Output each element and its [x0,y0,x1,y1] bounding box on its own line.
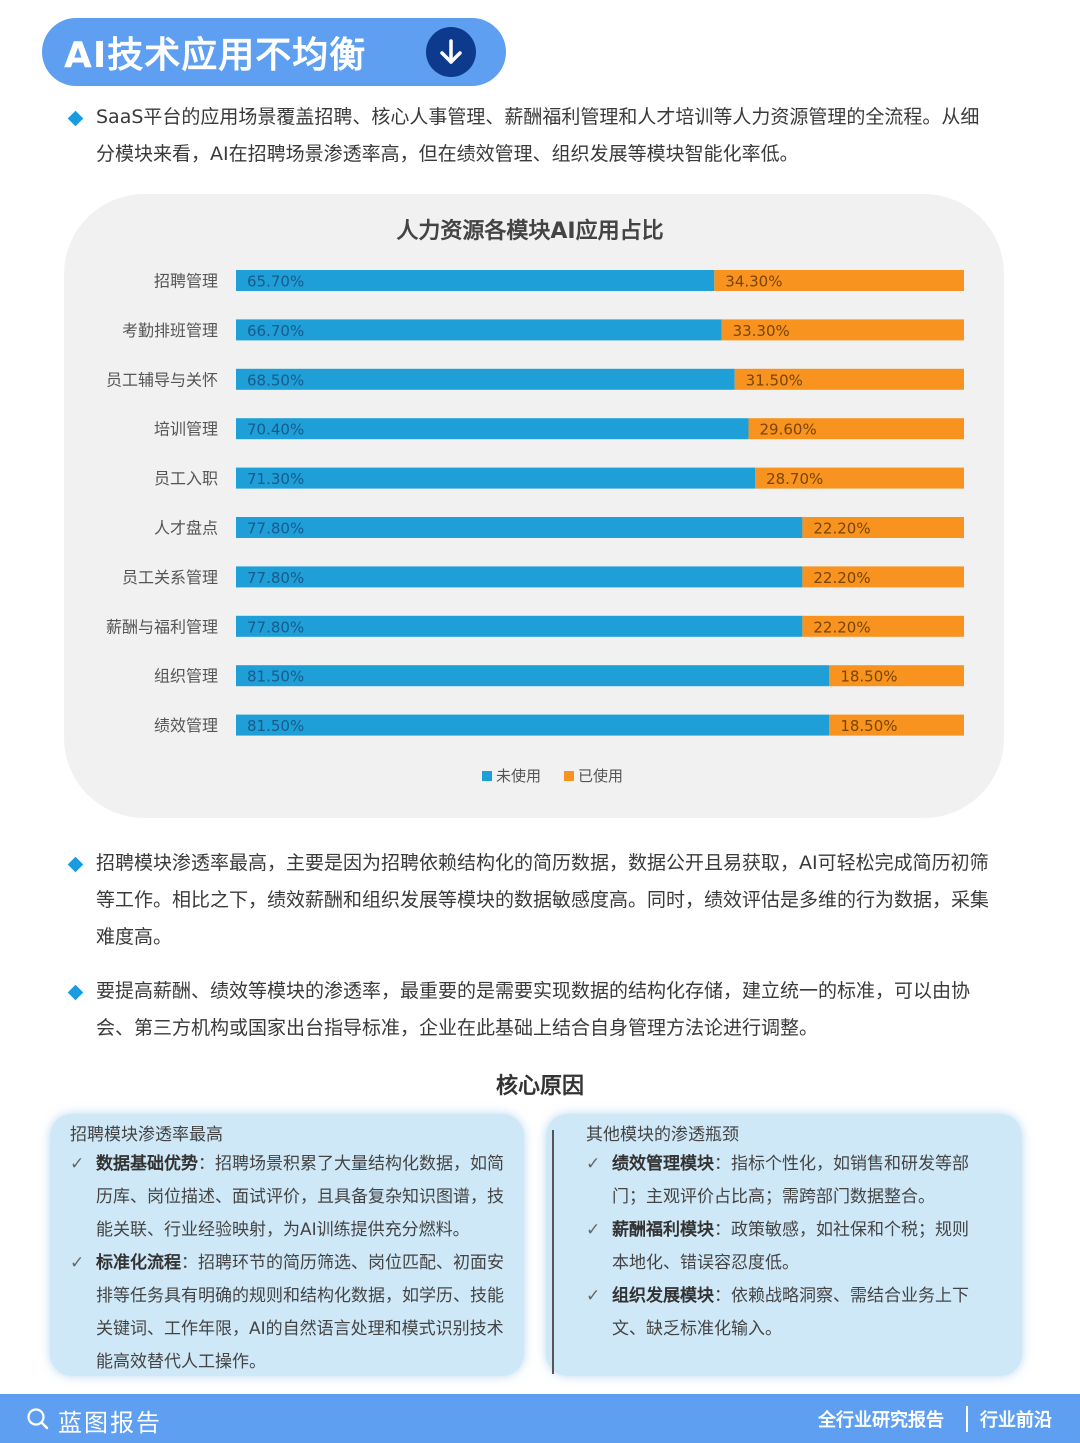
data-label: 18.50% [840,717,897,735]
reason-box-recruit: 招聘模块渗透率最高 ✓ 数据基础优势：招聘场景积累了大量结构化数据，如简历库、岗… [50,1114,524,1376]
data-label: 66.70% [247,322,304,340]
category-label: 招聘管理 [154,272,218,291]
reason-item: ✓ 数据基础优势：招聘场景积累了大量结构化数据，如简历库、岗位描述、面试评价，且… [70,1148,510,1247]
bar-segment-used [721,319,964,341]
data-label: 22.20% [813,520,870,538]
bar-segment-used [802,566,964,588]
data-label: 18.50% [840,668,897,686]
chart-title: 人力资源各模块AI应用占比 [396,218,663,244]
data-label: 77.80% [247,520,304,538]
data-label: 77.80% [247,618,304,636]
legend-label: 已使用 [578,767,623,785]
bar-segment-unused [236,270,715,291]
brand-name[interactable]: 蓝图报告 [58,1409,162,1437]
category-label: 考勤排班管理 [122,321,218,340]
check-icon: ✓ [586,1286,601,1306]
bar-segment-unused [236,368,735,390]
category-label: 员工辅导与关怀 [106,370,218,389]
reason-item: ✓ 绩效管理模块：指标个性化，如销售和研发等部门；主观评价占比高；需跨部门数据整… [586,1148,976,1214]
bar-segment-used [714,270,964,291]
intro-paragraph: SaaS平台的应用场景覆盖招聘、核心人事管理、薪酬福利管理和人才培训等人力资源管… [67,99,990,173]
category-label: 绩效管理 [154,716,218,735]
data-label: 28.70% [766,470,823,488]
bar-segment-unused [236,418,749,440]
data-label: 77.80% [247,569,304,587]
scroll-down-button[interactable] [426,27,476,77]
page-title: AI技术应用不均衡 [64,35,367,76]
bar-segment-used [829,714,964,736]
core-reasons-title: 核心原因 [495,1074,584,1099]
check-icon: ✓ [586,1220,601,1240]
diamond-bullet-icon [67,984,84,1001]
bar-segment-used [802,615,964,637]
footer-bar: 蓝图报告 全行业研究报告 行业前沿 [0,1394,1080,1443]
chart-card: 人力资源各模块AI应用占比招聘管理 65.70% 34.30% 考勤排班管理 66.70… [64,194,1004,818]
reason-box-other: 其他模块的渗透瓶颈 ✓ 绩效管理模块：指标个性化，如销售和研发等部门；主观评价占… [546,1114,1022,1376]
bar-segment-used [748,418,964,440]
legend-swatch [564,771,574,781]
footer-tag-research[interactable]: 全行业研究报告 [818,1410,944,1431]
data-label: 22.20% [813,618,870,636]
data-label: 65.70% [247,273,304,291]
data-label: 71.30% [247,470,304,488]
bar-segment-unused [236,714,830,736]
title-banner: AI技术应用不均衡 [42,18,506,86]
data-label: 70.40% [247,421,304,439]
bar-segment-used [734,368,964,390]
category-label: 员工入职 [154,469,218,488]
reason-item: ✓ 标准化流程：招聘环节的简历筛选、岗位匹配、初面安排等任务具有明确的规则和结构… [70,1247,510,1379]
legend-label: 未使用 [496,767,541,785]
category-label: 薪酬与福利管理 [106,617,218,636]
data-label: 81.50% [247,668,304,686]
arrow-down-icon [440,39,462,64]
data-label: 68.50% [247,371,304,389]
bar-segment-unused [236,665,830,687]
search-icon[interactable] [26,1407,50,1431]
reason-box-heading: 招聘模块渗透率最高 [70,1125,223,1145]
data-label: 31.50% [746,371,803,389]
legend-swatch [482,771,492,781]
footer-tag-frontier[interactable]: 行业前沿 [980,1410,1052,1431]
check-icon: ✓ [586,1154,601,1174]
check-icon: ✓ [70,1253,85,1273]
data-label: 34.30% [725,273,782,291]
bar-segment-unused [236,467,756,489]
bar-segment-unused [236,517,803,538]
paragraph-recruit: 招聘模块渗透率最高，主要是因为招聘依赖结构化的简历数据，数据公开且易获取，AI可… [67,845,990,956]
data-label: 22.20% [813,569,870,587]
data-label: 81.50% [247,717,304,735]
category-label: 组织管理 [154,667,218,686]
bar-segment-used [829,665,964,687]
paragraph-improve: 要提高薪酬、绩效等模块的渗透率，最重要的是需要实现数据的结构化存储，建立统一的标… [67,973,990,1047]
reason-item: ✓ 薪酬福利模块：政策敏感，如社保和个税；规则本地化、错误容忍度低。 [586,1214,976,1280]
bar-segment-used [755,467,964,489]
bar-segment-unused [236,319,722,341]
category-label: 培训管理 [154,420,218,439]
bar-segment-unused [236,615,803,637]
check-icon: ✓ [70,1154,85,1174]
bar-segment-unused [236,566,803,588]
diamond-bullet-icon [67,856,84,873]
reason-box-heading: 其他模块的渗透瓶颈 [586,1125,739,1145]
divider [966,1406,968,1432]
reason-item: ✓ 组织发展模块：依赖战略洞察、需结合业务上下文、缺乏标准化输入。 [586,1280,976,1346]
bar-segment-used [802,517,964,538]
diamond-bullet-icon [67,110,84,127]
category-label: 员工关系管理 [122,568,218,587]
divider [552,1130,554,1374]
data-label: 33.30% [733,322,790,340]
category-label: 人才盘点 [154,519,218,538]
data-label: 29.60% [760,421,817,439]
